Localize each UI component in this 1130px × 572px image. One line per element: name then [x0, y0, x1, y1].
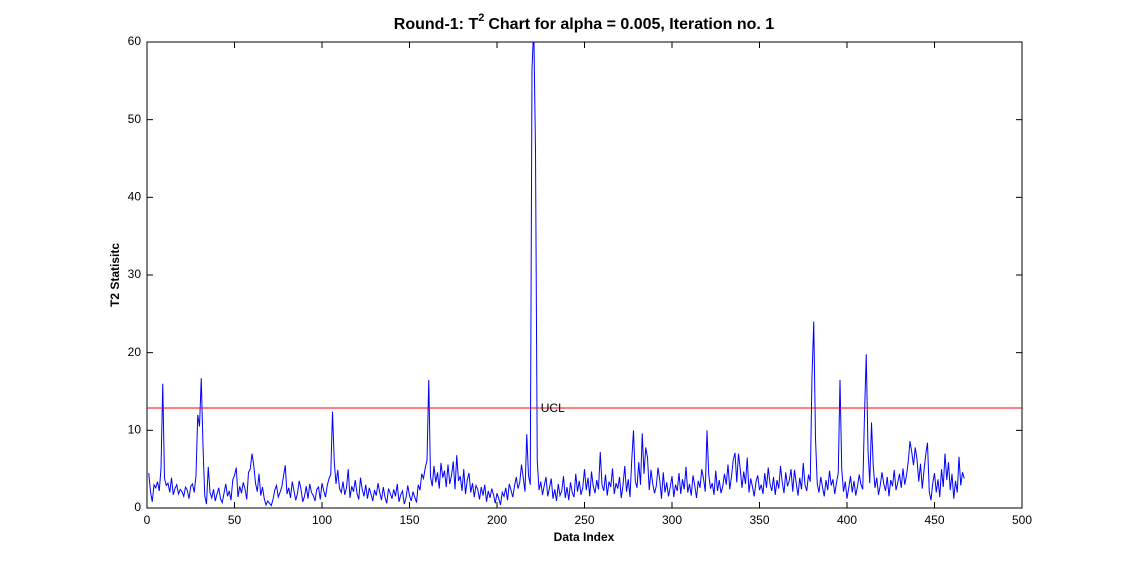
x-tick-label: 150 [399, 513, 419, 527]
x-tick-label: 50 [228, 513, 242, 527]
x-tick-label: 350 [749, 513, 769, 527]
x-axis-label: Data Index [554, 530, 615, 544]
chart-title: Round-1: T2 Chart for alpha = 0.005, Iter… [394, 12, 775, 33]
y-tick-label: 60 [128, 34, 142, 48]
x-tick-label: 500 [1012, 513, 1032, 527]
y-tick-label: 50 [128, 112, 142, 126]
y-axis-label: T2 Statisitc [108, 243, 122, 307]
y-tick-label: 0 [134, 500, 141, 514]
x-tick-label: 250 [574, 513, 594, 527]
data-line [148, 42, 965, 507]
y-tick-label: 40 [128, 190, 142, 204]
x-tick-label: 200 [487, 513, 507, 527]
y-tick-label: 20 [128, 345, 142, 359]
y-tick-label: 10 [128, 423, 142, 437]
ucl-label: UCL [541, 401, 565, 415]
x-tick-label: 300 [662, 513, 682, 527]
x-tick-label: 450 [924, 513, 944, 527]
plot-frame [146, 41, 1023, 509]
x-tick-label: 400 [837, 513, 857, 527]
x-tick-label: 100 [312, 513, 332, 527]
x-tick-label: 0 [144, 513, 151, 527]
y-tick-label: 30 [128, 267, 142, 281]
